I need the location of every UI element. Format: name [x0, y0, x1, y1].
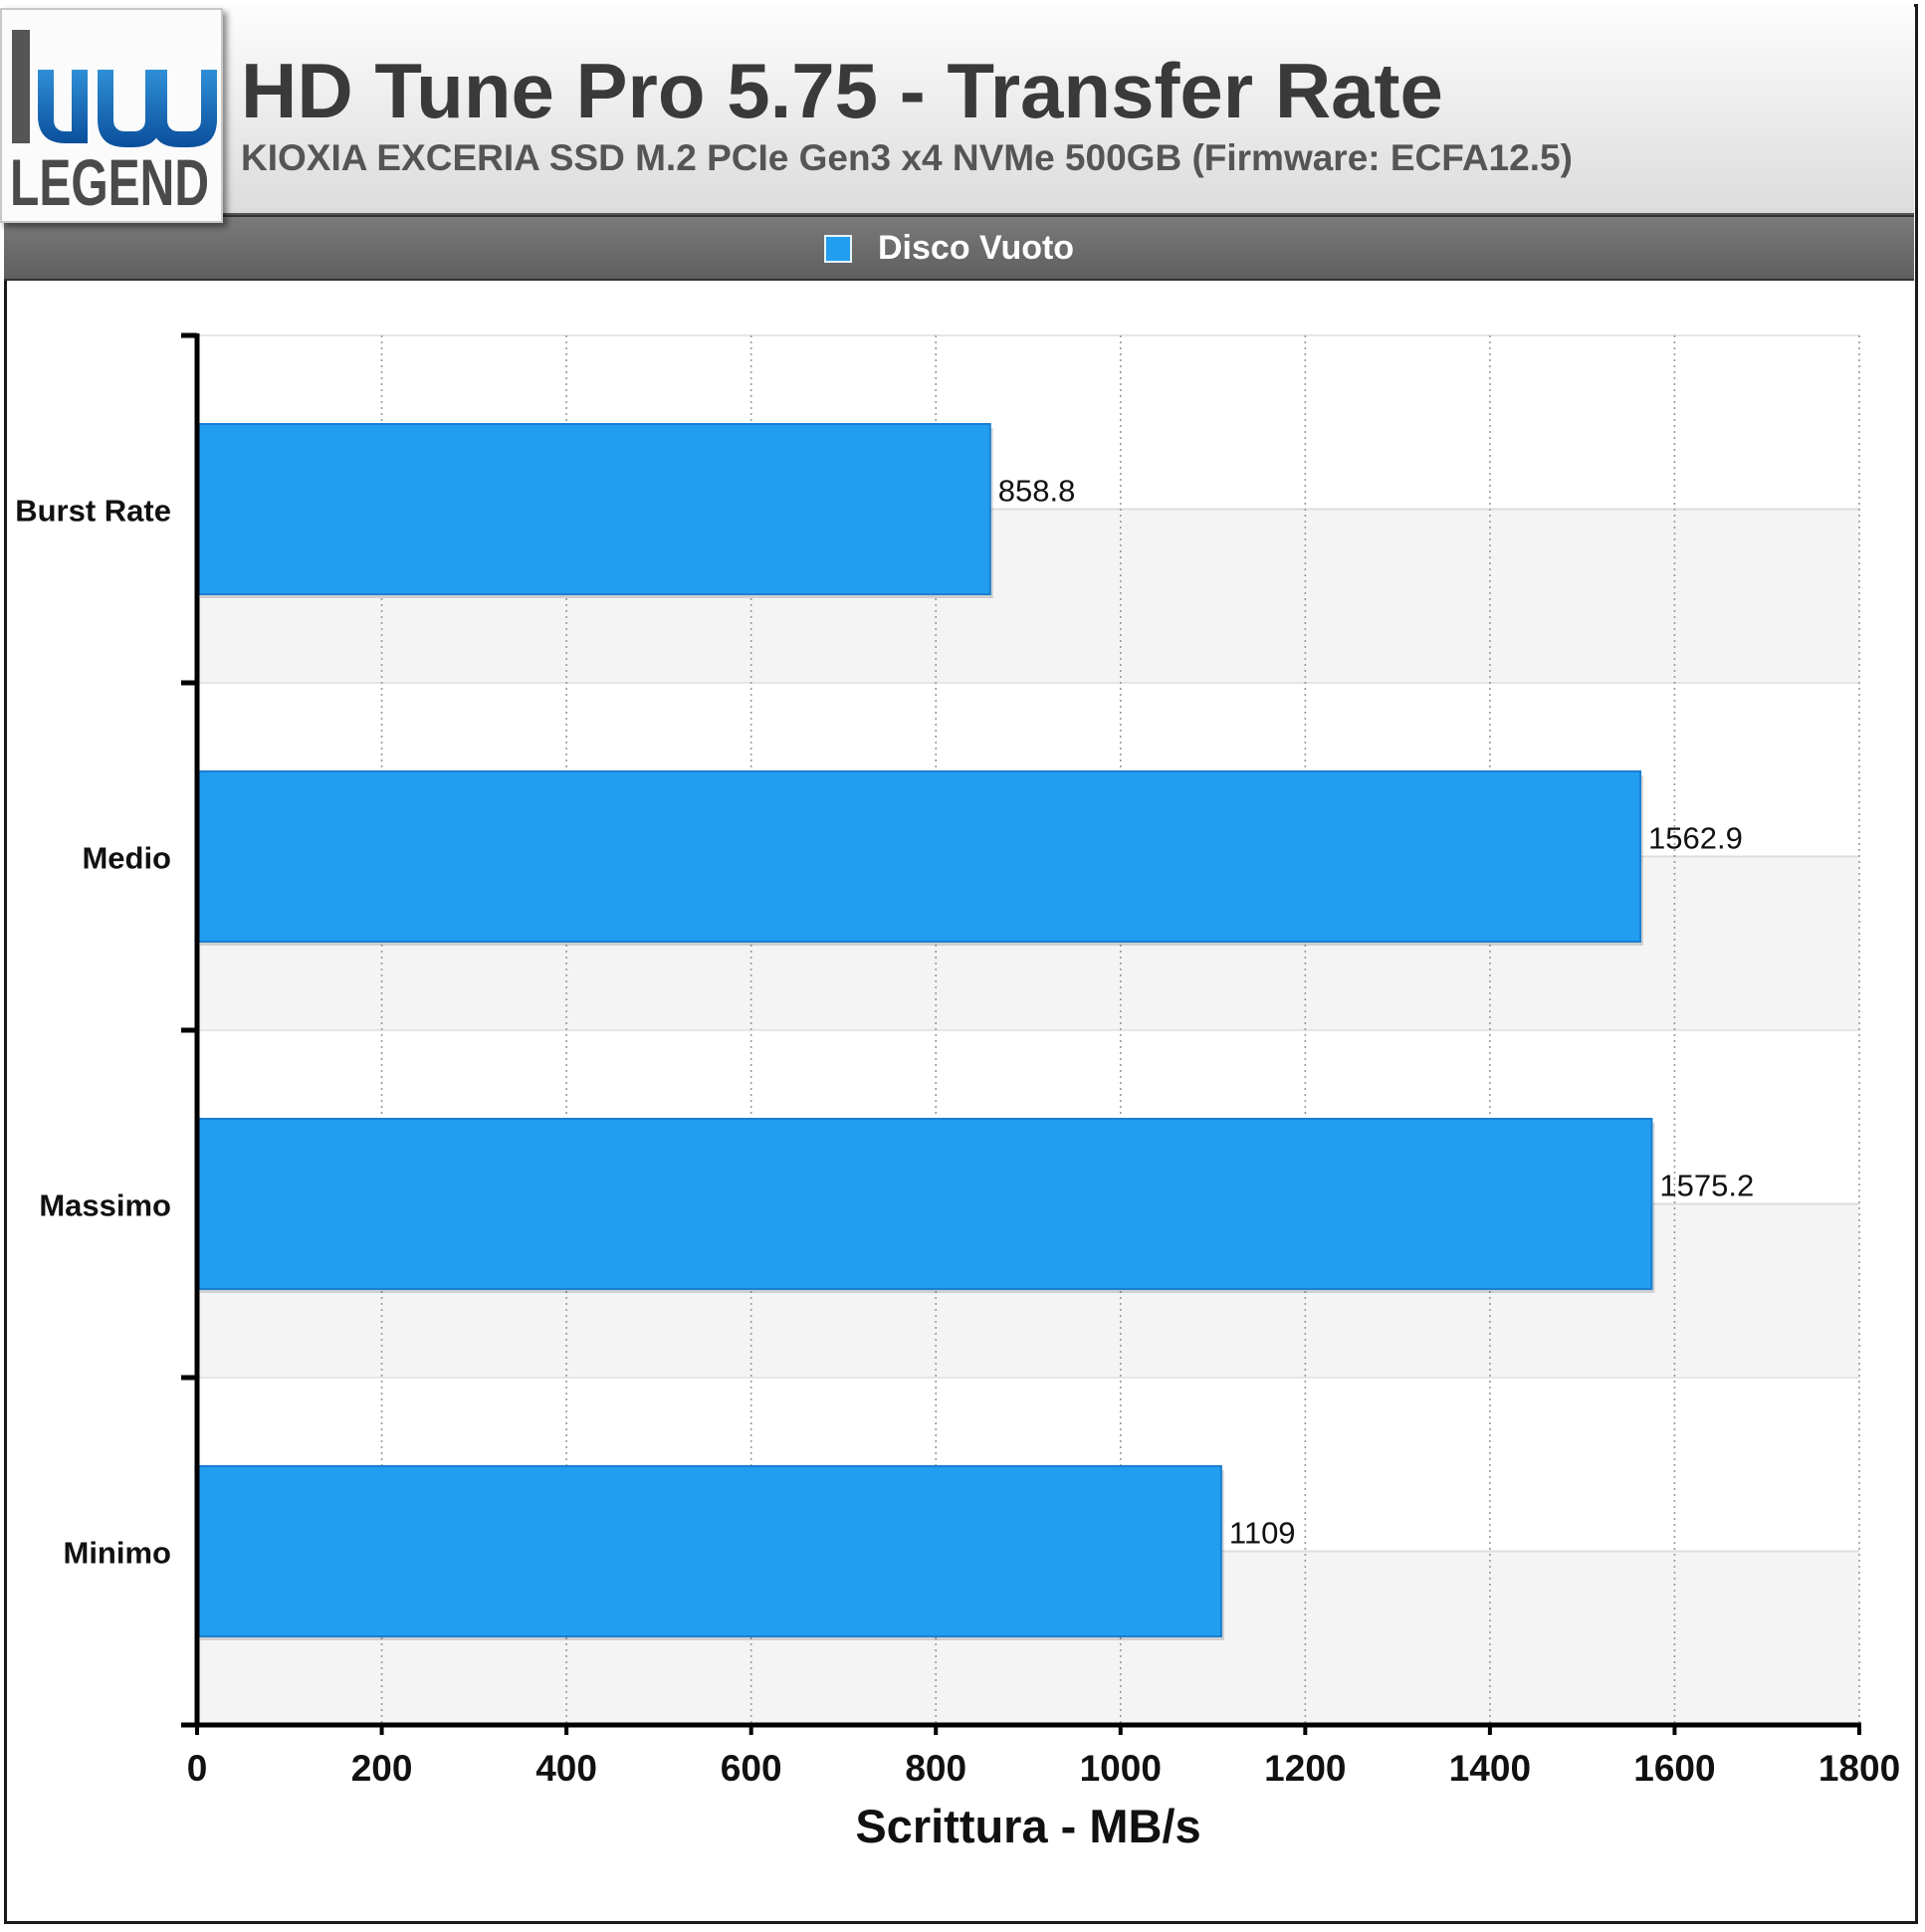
- x-tick-label: 0: [187, 1748, 208, 1789]
- category-label: Minimo: [64, 1536, 172, 1571]
- data-label: 858.8: [998, 474, 1076, 509]
- data-label: 1575.2: [1659, 1169, 1754, 1203]
- x-axis-title: Scrittura - MB/s: [855, 1800, 1200, 1852]
- category-label: Massimo: [39, 1188, 171, 1223]
- legend-item: Disco Vuoto: [824, 229, 1074, 268]
- grid-lines: [380, 335, 1860, 1725]
- x-tick-label: 1200: [1264, 1748, 1346, 1789]
- x-tick-label: 800: [905, 1748, 966, 1789]
- bar: [196, 1465, 1222, 1637]
- data-label: 1109: [1229, 1516, 1296, 1551]
- logo-text: LEGEND: [10, 145, 209, 217]
- bar: [196, 423, 991, 595]
- chart-title: HD Tune Pro 5.75 - Transfer Rate: [241, 47, 1443, 134]
- data-label: 1562.9: [1648, 821, 1743, 856]
- category-label: Burst Rate: [15, 494, 171, 529]
- x-tick-label: 1000: [1080, 1748, 1162, 1789]
- x-tick-label: 400: [535, 1748, 597, 1789]
- x-tick-label: 1400: [1449, 1748, 1531, 1789]
- legend-bar: Disco Vuoto: [4, 215, 1914, 281]
- legend-label: Disco Vuoto: [878, 229, 1075, 267]
- x-tick-label: 1600: [1633, 1748, 1715, 1789]
- bar: [196, 770, 1642, 943]
- chart-subtitle: KIOXIA EXCERIA SSD M.2 PCIe Gen3 x4 NVMe…: [241, 137, 1573, 178]
- labels: 0 200 400 600 800 1000 1200 1400 1600 1800 858.8 Bu…: [15, 474, 1900, 1853]
- axes: [181, 332, 1861, 1735]
- logo-mark-icon: LEGEND: [10, 30, 217, 219]
- x-tick-label: 200: [351, 1748, 413, 1789]
- legend-swatch: [824, 234, 852, 263]
- category-label: Medio: [82, 841, 171, 876]
- bars: [196, 423, 1655, 1640]
- x-tick-label: 1800: [1818, 1748, 1900, 1789]
- chart-header: HD Tune Pro 5.75 - Transfer Rate KIOXIA …: [4, 4, 1914, 215]
- site-logo: LEGEND: [0, 8, 223, 223]
- bar: [196, 1118, 1653, 1290]
- x-tick-label: 600: [721, 1748, 782, 1789]
